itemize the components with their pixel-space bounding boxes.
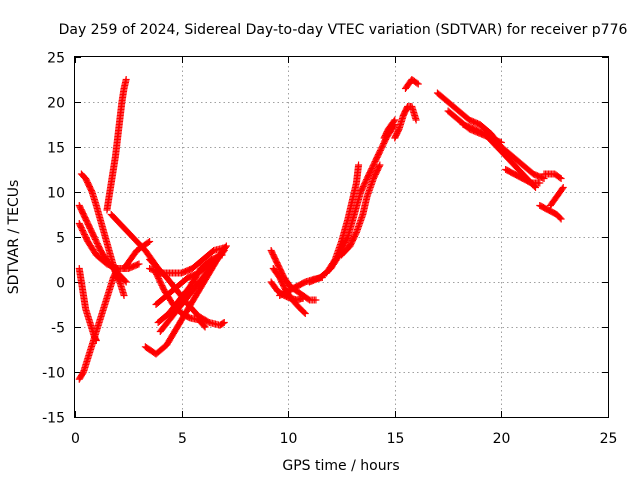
data-point xyxy=(220,319,228,326)
series-arc24 xyxy=(391,103,420,142)
data-point xyxy=(200,322,208,330)
data-point xyxy=(135,260,143,268)
series-arc32 xyxy=(546,184,567,209)
series-arc22 xyxy=(338,161,384,259)
y-tick-label: -15 xyxy=(42,411,65,427)
chart-title: Day 259 of 2024, Sidereal Day-to-day VTE… xyxy=(59,22,628,38)
data-point xyxy=(556,214,564,222)
data-point xyxy=(375,162,383,170)
series-arc25 xyxy=(401,76,422,92)
data-point xyxy=(536,179,544,187)
data-point xyxy=(412,116,420,124)
plot-frame xyxy=(74,56,609,418)
data-point xyxy=(556,174,564,182)
data-point xyxy=(497,139,505,146)
data-point xyxy=(300,308,308,316)
x-tick-label: 25 xyxy=(600,431,618,447)
data-point xyxy=(557,215,565,223)
tick-labels: 0 5 10 15 20 25 -15 -10 -5 0 5 10 15 20 25 xyxy=(42,51,617,448)
data-point xyxy=(215,252,223,260)
data-point xyxy=(414,80,422,88)
y-tick-label: 5 xyxy=(56,231,65,247)
data-points xyxy=(75,76,567,383)
series-arc2 xyxy=(75,265,100,344)
data-point xyxy=(120,292,128,299)
data-point xyxy=(559,184,567,191)
data-point xyxy=(144,238,152,246)
data-point xyxy=(558,185,566,193)
data-point xyxy=(391,116,399,124)
x-tick-label: 10 xyxy=(280,431,298,447)
data-point xyxy=(201,323,209,331)
y-tick-label: -5 xyxy=(51,321,65,337)
series-arc3 xyxy=(103,76,130,214)
data-point xyxy=(413,79,421,87)
x-axis-label: GPS time / hours xyxy=(282,458,399,474)
data-point xyxy=(122,76,130,83)
y-tick-label: 20 xyxy=(47,96,65,112)
series-arc29 xyxy=(502,166,544,187)
data-point xyxy=(219,319,227,327)
series-arc6 xyxy=(75,220,143,272)
data-point xyxy=(557,175,565,182)
y-tick-label: 10 xyxy=(47,186,65,202)
x-tick-label: 5 xyxy=(178,431,187,447)
x-tick-label: 15 xyxy=(387,431,405,447)
data-point xyxy=(312,296,320,304)
series-arc30 xyxy=(540,170,565,182)
data-point xyxy=(355,161,363,169)
y-tick-label: -10 xyxy=(42,366,65,382)
data-point xyxy=(122,278,130,286)
y-tick-label: 0 xyxy=(56,276,65,292)
data-point xyxy=(216,251,224,259)
x-tick-label: 0 xyxy=(71,431,80,447)
series-arc31 xyxy=(536,202,565,223)
series-arc15 xyxy=(152,251,224,308)
x-tick-label: 20 xyxy=(493,431,511,447)
series-arc14 xyxy=(146,244,228,277)
data-point xyxy=(146,238,154,245)
y-tick-label: 25 xyxy=(47,51,65,67)
y-tick-label: 15 xyxy=(47,141,65,157)
series-arc21 xyxy=(323,161,363,277)
y-axis-label: SDTVAR / TECUs xyxy=(6,180,22,295)
series-arc23 xyxy=(380,116,399,142)
data-point xyxy=(390,117,398,125)
data-point xyxy=(376,161,384,169)
series-arc8 xyxy=(120,238,154,272)
data-point xyxy=(301,310,309,317)
data-point xyxy=(220,244,228,252)
data-point xyxy=(121,277,129,285)
data-point xyxy=(92,337,100,344)
series-arc5 xyxy=(75,202,130,286)
series-arc18 xyxy=(269,265,309,317)
